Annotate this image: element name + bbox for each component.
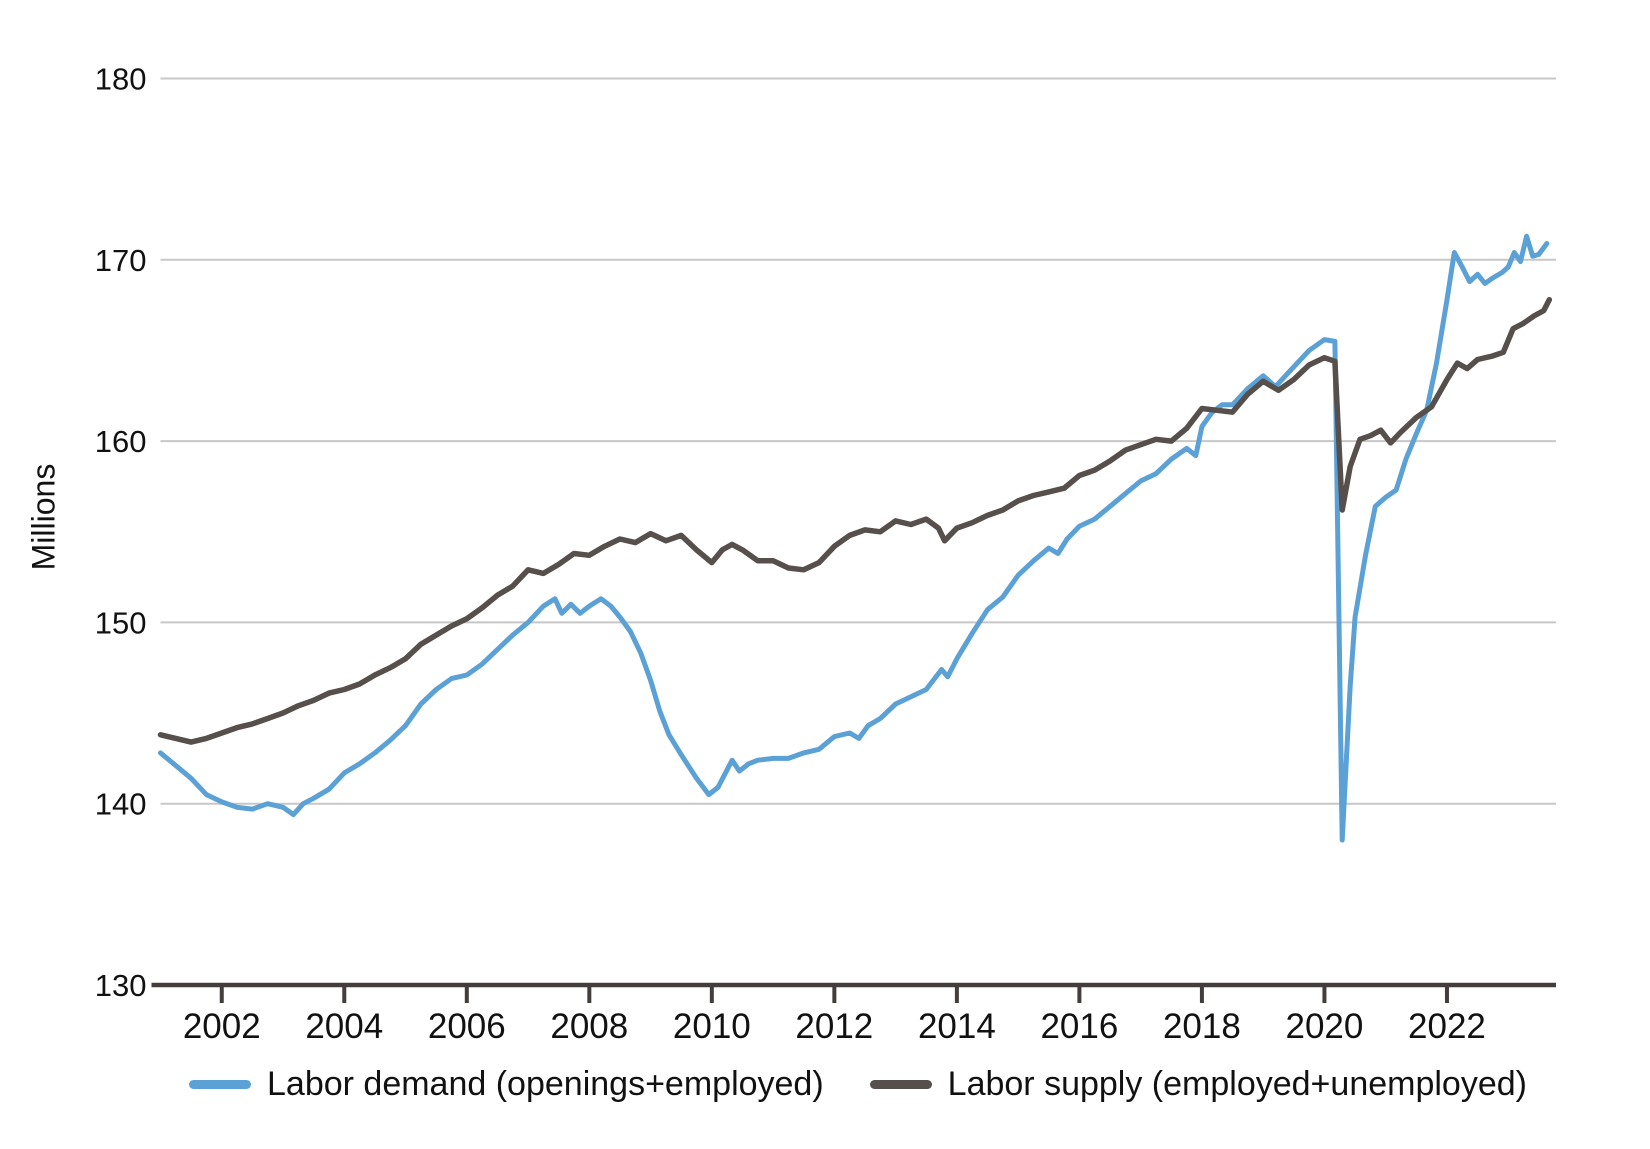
- x-tick-label-2002: 2002: [183, 1007, 261, 1046]
- x-tick-label-2014: 2014: [918, 1007, 996, 1046]
- legend-label-labor-demand: Labor demand (openings+employed): [267, 1064, 824, 1103]
- series-line-labor-supply: [157, 296, 1553, 745]
- legend-item-labor-demand: Labor demand (openings+employed): [189, 1065, 824, 1104]
- line-chart: 130 140 150 160 170 180 2002 2004 2006 2008 2010 20…: [95, 62, 1556, 1046]
- legend: Labor demand (openings+employed) Labor s…: [160, 1056, 1556, 1112]
- x-tick-label-2012: 2012: [795, 1007, 873, 1046]
- legend-item-labor-supply: Labor supply (employed+unemployed): [869, 1064, 1527, 1104]
- series-line-labor-demand: [158, 233, 1550, 843]
- y-tick-label-160: 160: [95, 424, 147, 459]
- legend-swatch-labor-supply-icon: [869, 1079, 932, 1089]
- y-tick-label-130: 130: [95, 968, 147, 1003]
- x-tick-label-2004: 2004: [305, 1007, 383, 1046]
- y-tick-label-140: 140: [95, 787, 147, 822]
- x-tick-label-2016: 2016: [1040, 1007, 1118, 1046]
- legend-label-labor-supply: Labor supply (employed+unemployed): [947, 1064, 1527, 1103]
- x-tick-label-2022: 2022: [1408, 1007, 1486, 1046]
- x-tick-label-2018: 2018: [1163, 1007, 1241, 1046]
- legend-swatch-labor-demand-icon: [189, 1079, 252, 1089]
- y-tick-label-180: 180: [95, 62, 147, 97]
- x-tick-label-2008: 2008: [550, 1007, 628, 1046]
- y-tick-label-150: 150: [95, 605, 147, 640]
- y-tick-label-170: 170: [95, 243, 147, 278]
- x-tick-label-2010: 2010: [673, 1007, 751, 1046]
- x-tick-label-2006: 2006: [428, 1007, 506, 1046]
- x-tick-label-2020: 2020: [1286, 1007, 1364, 1046]
